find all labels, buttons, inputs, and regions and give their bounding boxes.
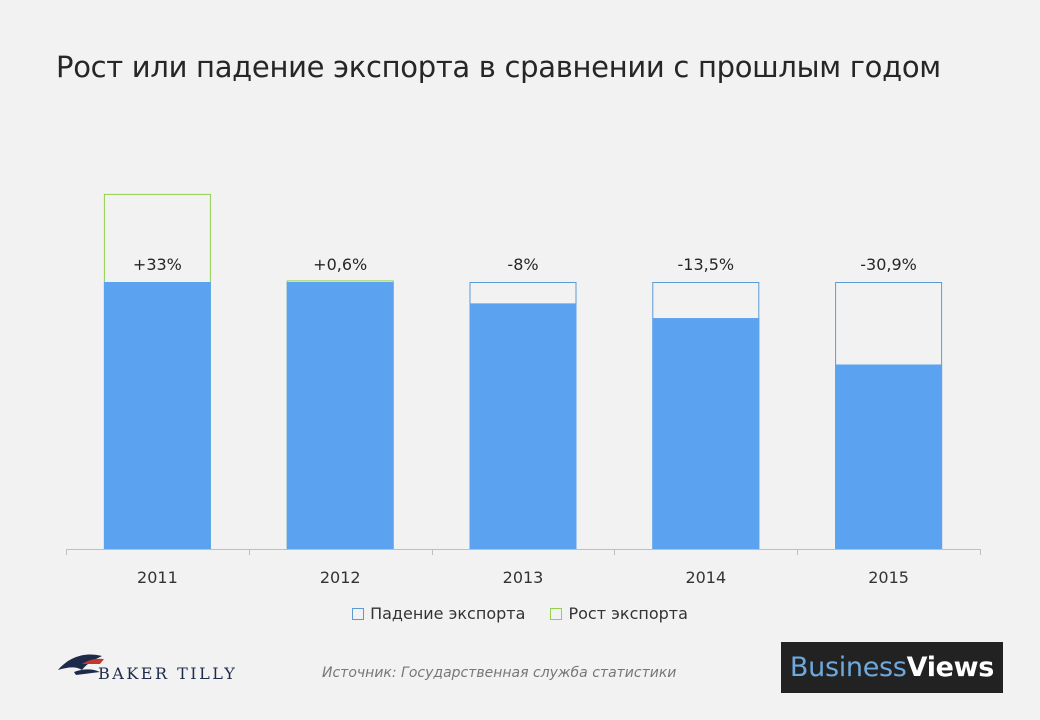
bar-2013	[469, 303, 577, 549]
data-label-2012: +0,6%	[313, 255, 367, 274]
brand-part-views: Views	[906, 652, 995, 683]
tick-label-2011: 2011	[137, 568, 178, 587]
legend-label-growth: Рост экспорта	[568, 604, 688, 623]
bar-2012	[286, 282, 394, 549]
tick-label-2012: 2012	[320, 568, 361, 587]
bar-2014	[652, 318, 760, 549]
bar-2015	[835, 364, 943, 549]
legend-item-decline: Падение экспорта	[352, 604, 525, 623]
tick-label-2014: 2014	[685, 568, 726, 587]
businessviews-brand: Business Views	[781, 642, 1003, 693]
data-label-2014: -13,5%	[677, 255, 734, 274]
brand-part-business: Business	[789, 652, 907, 683]
legend-swatch-growth	[550, 607, 563, 620]
legend-label-decline: Падение экспорта	[370, 604, 526, 623]
data-label-2013: -8%	[507, 255, 538, 274]
legend-item-growth: Рост экспорта	[550, 604, 688, 623]
bar-2011	[103, 282, 211, 549]
bar-chart: +33% 2011 +0,6% 2012 -8% 2013 -13,5% 2014 -30,9%…	[66, 193, 981, 587]
logo-text: BAKER TILLY	[98, 664, 238, 683]
data-label-2015: -30,9%	[860, 255, 917, 274]
chart-legend: Падение экспорта Рост экспорта	[0, 604, 1040, 624]
source-note: Источник: Государственная служба статист…	[322, 665, 677, 681]
tick-label-2015: 2015	[868, 568, 909, 587]
chart-title: Рост или падение экспорта в сравнении с …	[56, 50, 941, 84]
eagle-icon	[58, 654, 102, 670]
baker-tilly-logo	[58, 654, 104, 675]
data-label-2011: +33%	[133, 255, 182, 274]
tick-label-2013: 2013	[503, 568, 544, 587]
legend-swatch-decline	[352, 607, 365, 620]
